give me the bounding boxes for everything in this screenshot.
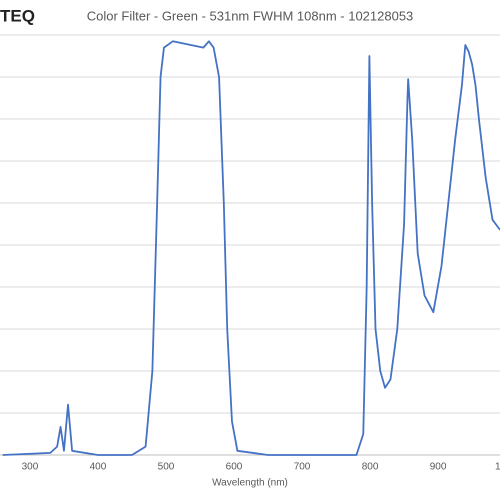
chart-title: Color Filter - Green - 531nm FWHM 108nm … [87,8,414,23]
x-tick-label: 700 [294,462,311,473]
x-tick-label: 800 [362,462,379,473]
x-tick-label: 1000 [495,462,500,473]
data-line [2,40,500,456]
x-tick-label: 600 [226,462,243,473]
x-tick-label: 500 [158,462,175,473]
logo: TEQ [0,6,35,25]
x-tick-label: 900 [430,462,447,473]
x-tick-label: 400 [90,462,107,473]
x-tick-label: 300 [22,462,39,473]
x-axis-label: Wavelength (nm) [212,478,288,489]
